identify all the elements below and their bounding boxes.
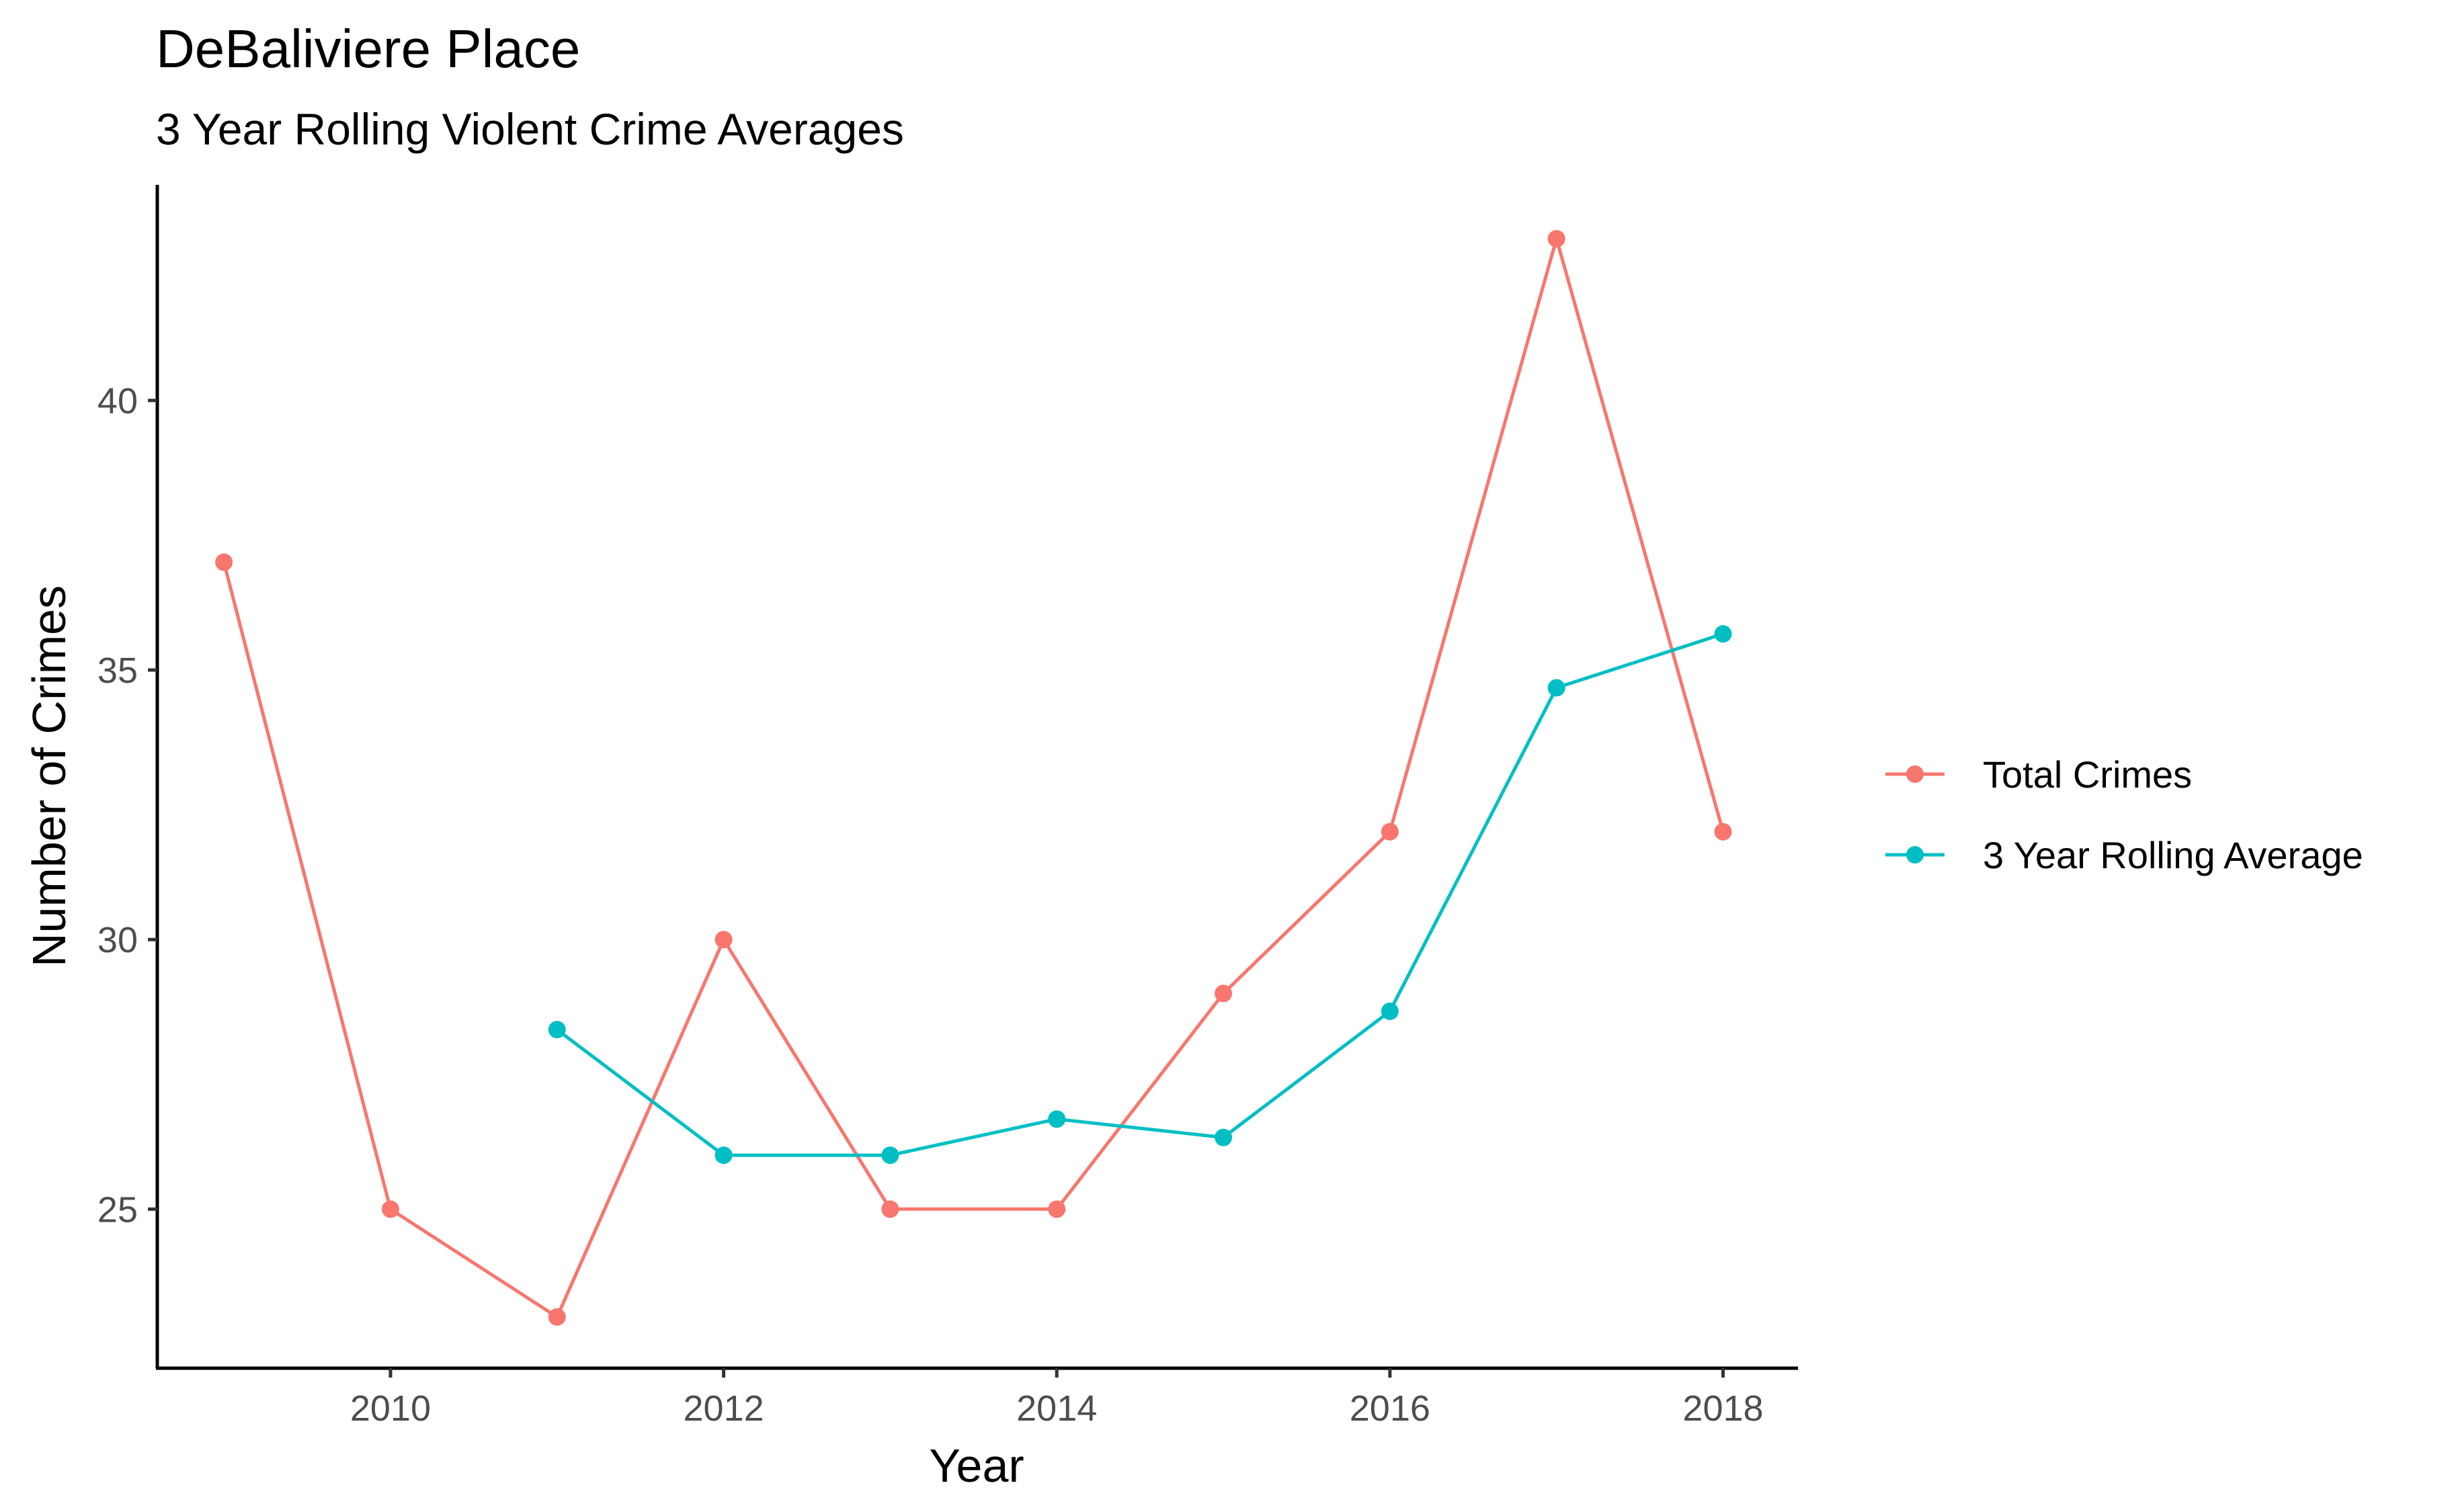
y-axis-title: Number of Crimes: [23, 585, 75, 967]
data-point: [381, 1200, 399, 1218]
x-tick-label: 2018: [1682, 1388, 1763, 1429]
chart-title: DeBaliviere Place: [156, 19, 580, 79]
x-axis-ticks: 2010 2012 2014 2016 2018: [350, 1368, 1764, 1429]
data-point: [881, 1200, 899, 1218]
data-point: [714, 931, 733, 949]
legend-key-point: [1906, 846, 1924, 864]
data-point: [215, 553, 233, 571]
data-point: [1714, 823, 1732, 841]
data-point: [1714, 625, 1732, 643]
data-point: [548, 1021, 566, 1039]
data-point: [1048, 1110, 1066, 1128]
series-line-1: [222, 237, 1725, 1319]
y-tick-label: 25: [97, 1189, 138, 1230]
x-tick-label: 2016: [1350, 1388, 1430, 1429]
data-point: [714, 1146, 733, 1165]
y-tick-label: 30: [97, 920, 138, 960]
data-point: [1048, 1200, 1066, 1218]
y-tick-label: 35: [97, 650, 138, 691]
x-tick-label: 2010: [350, 1388, 431, 1429]
chart-subtitle: 3 Year Rolling Violent Crime Averages: [156, 104, 904, 154]
series-line-2: [556, 632, 1724, 1157]
data-point: [1381, 823, 1399, 841]
legend-label: 3 Year Rolling Average: [1983, 834, 2363, 876]
data-point: [1215, 984, 1233, 1003]
data-point: [1547, 230, 1565, 248]
legend: Total Crimes 3 Year Rolling Average: [1885, 753, 2363, 876]
y-tick-label: 40: [97, 381, 138, 421]
data-point: [1215, 1128, 1233, 1146]
x-axis-title: Year: [929, 1439, 1024, 1492]
data-point: [1381, 1002, 1399, 1020]
data-point: [881, 1146, 899, 1165]
plot-area: [215, 230, 1732, 1326]
legend-key-point: [1906, 765, 1924, 783]
x-tick-label: 2012: [684, 1388, 764, 1429]
data-point: [1547, 679, 1565, 697]
legend-label: Total Crimes: [1983, 753, 2192, 796]
x-tick-label: 2014: [1016, 1388, 1097, 1429]
data-point: [548, 1308, 566, 1326]
y-axis-ticks: 25 30 35 40: [97, 381, 157, 1230]
